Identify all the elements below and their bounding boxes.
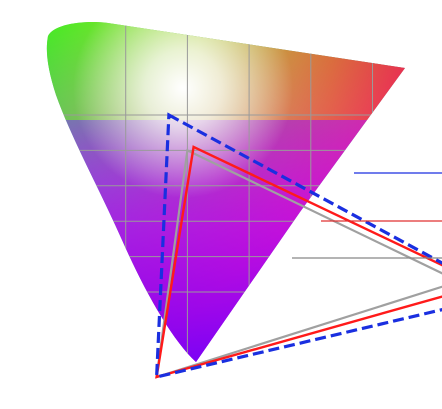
leader-lines xyxy=(292,172,442,259)
middle-gamut-triangle xyxy=(155,145,442,379)
inner-gamut-triangle xyxy=(155,148,442,379)
outer-gamut-triangle xyxy=(154,112,442,380)
gamut-triangles xyxy=(154,112,442,380)
